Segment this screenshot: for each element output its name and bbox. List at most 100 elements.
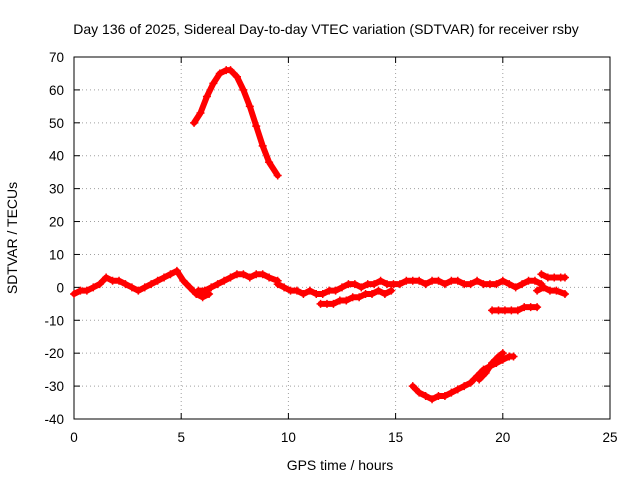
data-point [190, 118, 199, 127]
data-point [509, 352, 518, 361]
data-point [376, 276, 385, 285]
data-point [239, 270, 248, 279]
y-tick-label: 70 [49, 50, 64, 65]
data-point [387, 286, 396, 295]
data-point [166, 270, 175, 279]
series-arc-10 [537, 270, 569, 282]
data-point [350, 280, 359, 289]
series-arc-6 [408, 352, 518, 404]
data-point [265, 158, 274, 167]
data-point [475, 375, 484, 384]
data-point [539, 283, 548, 292]
data-point [533, 286, 542, 295]
series-arc-8 [488, 303, 542, 315]
data-point [115, 276, 124, 285]
series-arc-2 [194, 270, 282, 295]
data-point [421, 391, 430, 400]
x-tick-label: 0 [70, 430, 78, 445]
data-point [147, 280, 156, 289]
y-axis: -40 -30 -20 -10 0 10 20 30 40 50 60 70 [44, 50, 610, 427]
data-point [185, 283, 194, 292]
data-point [560, 273, 569, 282]
data-point [140, 283, 149, 292]
data-point [70, 289, 78, 298]
x-tick-label: 15 [388, 430, 403, 445]
data-point [355, 293, 364, 302]
x-axis-label: GPS time / hours [287, 457, 394, 473]
data-point [127, 283, 136, 292]
data-point [342, 296, 351, 305]
data-point [273, 280, 282, 289]
data-point [172, 266, 181, 275]
y-tick-label: 20 [49, 215, 64, 230]
data-point [102, 273, 111, 282]
data-points [70, 66, 569, 404]
data-point [395, 280, 404, 289]
y-tick-label: 30 [49, 182, 64, 197]
data-point [226, 66, 235, 75]
data-point [232, 72, 241, 81]
y-tick-label: -30 [44, 379, 64, 394]
data-point [374, 286, 383, 295]
series-trace [71, 267, 213, 301]
data-point [305, 286, 314, 295]
x-tick-label: 20 [495, 430, 510, 445]
data-point [368, 289, 377, 298]
data-point [460, 382, 469, 391]
data-point [533, 303, 542, 312]
data-point [245, 102, 254, 111]
data-point [331, 286, 340, 295]
y-tick-label: 40 [49, 149, 64, 164]
data-point [95, 280, 104, 289]
data-point [498, 276, 507, 285]
data-point [421, 280, 430, 289]
data-point [318, 289, 327, 298]
data-point [299, 289, 308, 298]
data-point [196, 108, 205, 117]
data-point [226, 273, 235, 282]
data-point [560, 289, 569, 298]
series-arc-3 [190, 66, 282, 180]
data-point [440, 391, 449, 400]
data-point [82, 286, 91, 295]
series-arc-1 [70, 266, 214, 302]
series-arc-9 [533, 283, 569, 298]
data-point [258, 141, 267, 150]
x-axis: 0 5 10 15 20 25 [70, 57, 618, 445]
data-point [440, 280, 449, 289]
data-point [494, 352, 503, 361]
data-point [518, 280, 527, 289]
data-point [408, 382, 417, 391]
plot-frame [73, 56, 611, 420]
data-point [415, 388, 424, 397]
y-tick-label: 0 [56, 280, 64, 295]
data-point [530, 276, 539, 285]
data-point [447, 388, 456, 397]
series-trace [195, 271, 281, 294]
data-point [498, 349, 507, 358]
data-point [273, 171, 282, 180]
x-tick-label: 10 [281, 430, 296, 445]
data-point [492, 280, 501, 289]
series-trace [191, 67, 281, 179]
data-point [415, 276, 424, 285]
data-point [215, 69, 224, 78]
data-point [245, 273, 254, 282]
data-point [380, 289, 389, 298]
series-arc-5 [316, 286, 396, 308]
y-tick-label: -10 [44, 313, 64, 328]
y-axis-label: SDTVAR / TECUs [4, 182, 20, 294]
data-point [121, 280, 130, 289]
data-point [220, 276, 229, 285]
data-point [252, 122, 261, 131]
data-point [160, 273, 169, 282]
series-arc-7 [475, 349, 507, 384]
data-point [280, 283, 289, 292]
data-point [89, 283, 98, 292]
data-point [207, 283, 216, 292]
chart-title: Day 136 of 2025, Sidereal Day-to-day VTE… [73, 21, 579, 37]
data-point [453, 385, 462, 394]
data-point [505, 280, 514, 289]
data-point [338, 283, 346, 292]
